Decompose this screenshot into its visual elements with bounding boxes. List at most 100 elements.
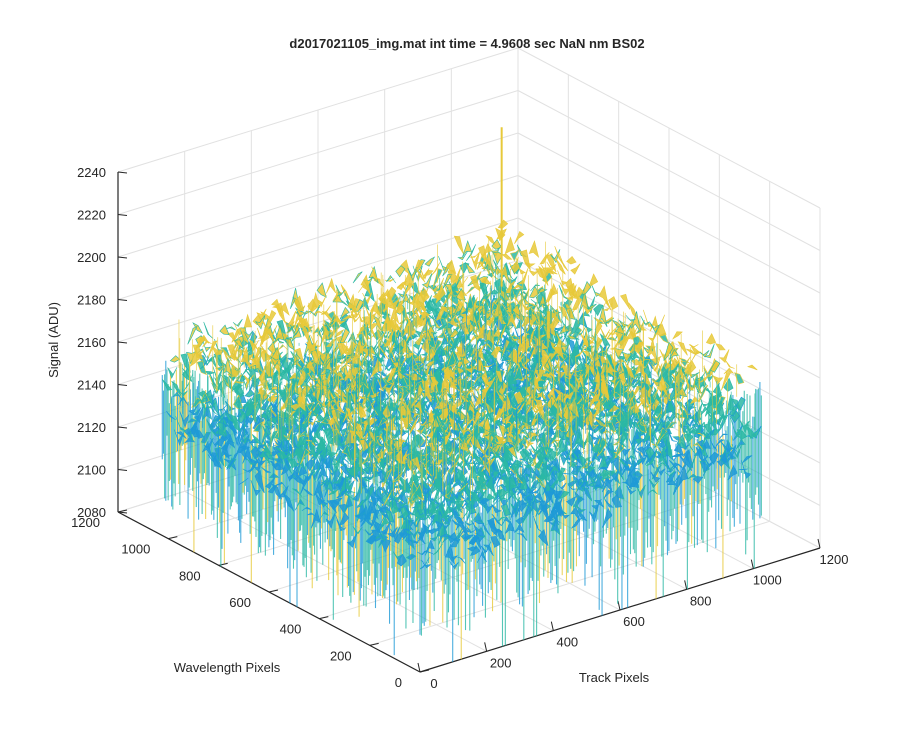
surface-cell (666, 465, 677, 473)
z-tick-mark (117, 341, 128, 344)
surface-cell (550, 305, 562, 315)
surface-cell (242, 445, 253, 464)
surface-cell (712, 375, 724, 386)
surface-cell (600, 327, 611, 339)
x-tick-mark (550, 621, 554, 631)
surface-cell (167, 367, 178, 379)
surface-cell (497, 219, 509, 229)
surface-cell (292, 477, 304, 485)
surface-cell (442, 274, 453, 290)
surface-cell (630, 455, 640, 470)
surface-cell (187, 325, 198, 345)
surface-cell (713, 413, 725, 424)
surface-cell (532, 381, 543, 399)
surface-cell (539, 357, 550, 374)
surface-cell (673, 474, 683, 495)
surface-cell (570, 263, 581, 275)
surface-cell (454, 274, 465, 290)
surface-cell (572, 369, 583, 378)
surface-cell (632, 371, 643, 387)
surface-cell (727, 464, 738, 481)
surface-cell (730, 417, 741, 438)
surface-cell (705, 333, 717, 345)
surface-cell (406, 315, 417, 334)
surface-cell (208, 402, 219, 416)
surface-cell (664, 470, 675, 478)
surface-cell (556, 482, 567, 491)
surface-cell (316, 295, 327, 308)
surface-cell (613, 347, 624, 360)
surface-cell (265, 477, 276, 490)
surface-cell (699, 460, 710, 473)
surface-cell (608, 323, 619, 336)
y-tick-mark (419, 669, 430, 673)
surface-cell (514, 355, 524, 363)
surface-cell (672, 331, 683, 340)
surface-cell (559, 282, 571, 296)
surface-cell (580, 333, 591, 349)
surface-cell (466, 244, 476, 261)
surface-cell (277, 481, 288, 489)
surface-cell (731, 443, 742, 459)
z-tick-mark (117, 511, 128, 514)
surface-cell (741, 460, 752, 479)
surface-cell (201, 440, 213, 458)
surface-cell (558, 252, 569, 272)
surface-cell (260, 311, 272, 320)
surface-cell (431, 315, 443, 330)
surface-cell (357, 310, 367, 323)
surface-cell (290, 353, 301, 371)
surface-cell (275, 302, 286, 323)
surface-cell (279, 302, 290, 316)
surface-cell (451, 265, 462, 286)
surface-cell (360, 274, 371, 296)
y-tick-mark (369, 642, 379, 646)
surface-cell (630, 403, 641, 414)
y-tick-mark (218, 562, 228, 566)
surface-cell (171, 380, 182, 396)
surface-cell (477, 343, 488, 356)
surface-cell (519, 458, 529, 468)
surface-cell (688, 344, 699, 348)
surface-cell (489, 266, 499, 281)
wall-grid-z (117, 132, 519, 258)
surface-cell (200, 431, 211, 444)
surface-cell (412, 368, 422, 377)
surface-cell (321, 305, 331, 315)
surface-cell (566, 255, 577, 265)
surface-cell (549, 314, 560, 332)
surface-cell (528, 270, 539, 277)
wall-grid-z2 (517, 132, 821, 294)
surface-cell (686, 454, 697, 475)
wall-grid-z2 (517, 90, 821, 251)
surface-cell (233, 394, 244, 409)
surface-cell (633, 341, 645, 354)
surface-cell (314, 310, 324, 315)
surface-cell (297, 369, 308, 387)
surface-cell (510, 261, 521, 271)
surface-cell (547, 270, 558, 275)
surface-cell (541, 373, 553, 379)
surface-cell (592, 422, 603, 432)
z-tick-mark (117, 214, 128, 216)
surface-cell (504, 236, 515, 255)
surface-cell (658, 462, 668, 469)
surface-cell (206, 402, 217, 409)
surface-cell (362, 292, 373, 305)
surface-cell (698, 391, 709, 407)
surface-cell (162, 379, 173, 391)
surface-cell (611, 378, 622, 393)
surface-cell (608, 296, 619, 310)
surface-cell (603, 302, 613, 312)
surface-cell (680, 356, 691, 368)
surface-cell (178, 396, 189, 406)
surface-cell (586, 303, 597, 310)
surface-cell (699, 350, 710, 358)
surface-cell (202, 340, 212, 348)
surface-cell (626, 485, 637, 495)
surface-cell (663, 341, 674, 361)
surface-cell (724, 359, 735, 369)
surface-cell (196, 360, 207, 376)
surface-cell (317, 463, 328, 482)
surface-cell (419, 311, 431, 319)
